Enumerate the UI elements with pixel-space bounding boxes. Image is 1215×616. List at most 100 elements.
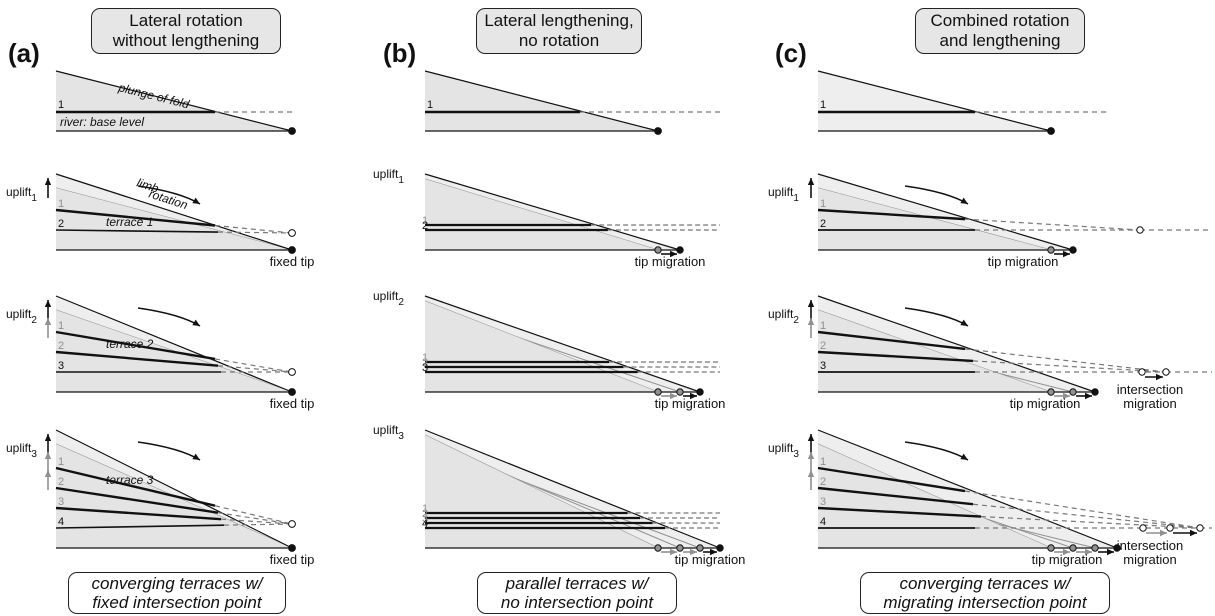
fold-tip [288, 127, 296, 135]
limb-rotation-label: limb [135, 176, 161, 196]
level-number: 4 [58, 516, 64, 528]
fold-limb-surface [424, 173, 681, 251]
arrow-head [44, 470, 52, 477]
intersection-migration-label: migration [1123, 552, 1176, 567]
panel-a-caption-line: fixed intersection point [92, 593, 262, 612]
level-number: 2 [422, 357, 428, 369]
uplift-label: uplift2 [768, 307, 799, 326]
fixed-tip-label: fixed tip [270, 552, 315, 567]
terrace-projection [972, 503, 1201, 529]
uplift-label: uplift1 [373, 167, 404, 186]
fold-tip [1069, 388, 1077, 396]
fold-limb-surface [424, 429, 721, 549]
tip-migration-label: tip migration [635, 254, 706, 269]
rotation-arrow [137, 307, 201, 327]
fold-limb-surface [424, 70, 659, 132]
intersection-point [288, 520, 296, 528]
tip-migration-label: tip migration [1010, 396, 1081, 411]
panel-a-title-line: Lateral rotation [129, 11, 243, 30]
rotation-arrow-head [960, 319, 968, 326]
rotation-arrow-head [192, 197, 200, 204]
rotation-arrow [904, 307, 969, 327]
terrace-projection [217, 365, 293, 373]
fold-limb-fill-old [425, 179, 658, 250]
terrace-profile [817, 208, 966, 221]
arrow-head [807, 178, 815, 185]
level-number: 2 [422, 220, 428, 232]
fold-limb-surface [55, 70, 293, 132]
fixed-tip-label: fixed tip [270, 396, 315, 411]
intersection-point [1139, 524, 1147, 532]
level-number: 1 [427, 99, 433, 111]
arrow-head [807, 470, 815, 477]
arrow-head [1160, 529, 1167, 537]
arrow-head [44, 434, 52, 441]
terrace-label: terrace 2 [106, 337, 154, 351]
fold-tip [288, 388, 296, 396]
panel-a-caption: converging terraces w/ fixed intersectio… [68, 572, 286, 614]
terrace-projection [217, 512, 293, 525]
fold-tip [1047, 388, 1055, 396]
fold-tip [1069, 246, 1077, 254]
fold-tip [654, 388, 662, 396]
panel-a-title: Lateral rotation without lengthening [91, 8, 281, 54]
level-number: 1 [58, 456, 64, 468]
level-number: 3 [820, 496, 826, 508]
fold-tip [1047, 127, 1055, 135]
tip-migration-label: tip migration [655, 396, 726, 411]
level-number: 1 [422, 503, 428, 515]
arrow-head [1063, 250, 1070, 258]
terrace-profile [55, 208, 216, 227]
fold-tip [288, 544, 296, 552]
arrow-head [690, 548, 697, 556]
arrow-head [807, 318, 815, 325]
fold-tip [1091, 544, 1099, 552]
rotation-arrow-head [960, 197, 968, 204]
terrace-projection [964, 490, 1201, 529]
fold-tip [1113, 544, 1121, 552]
fold-tip [676, 388, 684, 396]
level-number: 2 [58, 340, 64, 352]
rotation-arrow-head [192, 319, 200, 326]
panel-b-label: (b) [383, 38, 417, 68]
terrace-profile [817, 350, 974, 363]
panel-c-title-line: and lengthening [939, 31, 1061, 50]
level-number: 4 [422, 518, 428, 530]
terrace-projection [214, 358, 293, 373]
level-number: 2 [422, 508, 428, 520]
level-number: 2 [58, 476, 64, 488]
fold-tip [676, 544, 684, 552]
terrace-profile [55, 486, 219, 514]
terrace-projection [980, 515, 1201, 529]
level-number: 3 [820, 360, 826, 372]
arrow-head [44, 452, 52, 459]
terrace-projection [964, 348, 1167, 373]
fold-limb-fill-old [56, 188, 292, 250]
panel-b-title-line: no rotation [518, 31, 600, 50]
fold-limb-surface [817, 70, 1052, 132]
arrow-head [670, 250, 677, 258]
level-number: 3 [422, 362, 428, 374]
arrow-head [710, 548, 717, 556]
tip-migration-label: tip migration [675, 552, 746, 567]
fold-tip [696, 388, 704, 396]
panel-a-caption-line: converging terraces w/ [91, 574, 263, 593]
terrace-projection [223, 523, 293, 526]
terrace-profile [817, 466, 966, 493]
arrow-head [1085, 392, 1092, 400]
level-number: 1 [422, 215, 428, 227]
rotation-arrow-head [960, 453, 968, 460]
arrow-head [1085, 548, 1092, 556]
arrow-head [690, 392, 697, 400]
river-profile [55, 229, 219, 233]
terrace-profile [55, 350, 219, 367]
level-number: 3 [58, 360, 64, 372]
terrace-projection [220, 518, 293, 525]
panel-b-caption-line: no intersection point [500, 593, 654, 612]
intersection-point [1162, 368, 1170, 376]
fold-tip [676, 246, 684, 254]
level-number: 1 [58, 198, 64, 210]
arrow-head [44, 178, 52, 185]
fold-tip [1069, 544, 1077, 552]
level-number: 1 [820, 456, 826, 468]
